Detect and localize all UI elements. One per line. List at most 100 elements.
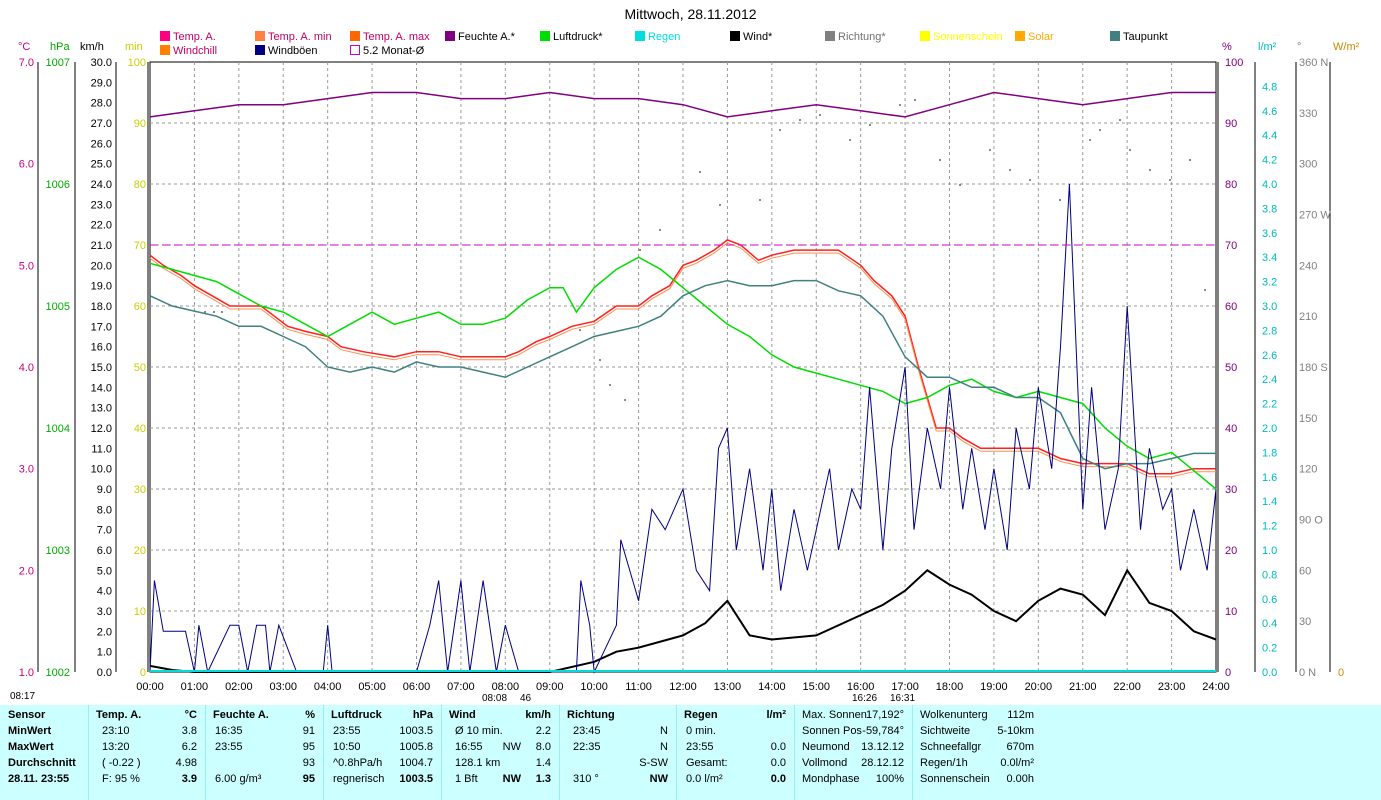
x-tick-label: 16:00 [847,681,875,693]
axis-unit: l/m² [1258,41,1277,53]
tick-label: 1.0 [97,647,112,659]
summary-row: 23:55 0.0 [680,741,790,757]
summary-row: Wolkenunterg 112m [916,709,1038,725]
tick-label: 4.6 [1262,106,1277,118]
summary-cell: 1004.7 [399,757,433,769]
legend-swatch [540,31,550,41]
sun-marker-label: 16:26 [852,693,877,704]
chart-title: Mittwoch, 28.11.2012 [624,6,757,22]
summary-cell: 23:45 [573,725,601,737]
direction-dot [221,311,223,313]
tick-label: 60 [1299,565,1311,577]
wind-column: Wind km/h Ø 10 min. 2.2 16:55 NW 8.0 128.1 km 1.… [441,705,560,800]
legend-label: Windchill [173,45,218,57]
legend-label: Taupunkt [1123,31,1168,43]
tick-label: 3.0 [19,464,34,476]
summary-cell: 91 [302,725,315,737]
tick-label: 1.0 [19,667,34,679]
summary-cell: Neumond [802,741,850,753]
summary-cell: N [660,741,668,753]
summary-cell: NW [502,741,521,753]
direction-dot [959,184,961,186]
summary-row: 128.1 km 1.4 [445,757,555,773]
tick-label: 20 [134,545,146,557]
tick-label: 40 [1225,423,1237,435]
tick-label: 28.0 [91,98,112,110]
summary-row: Gesamt: 0.0 [680,757,790,773]
legend-label: Sonnenschein [933,31,1003,43]
tick-label: 240 [1299,260,1317,272]
x-tick-label: 20:00 [1025,681,1053,693]
direction-dot [599,359,601,361]
tick-label: 0 [140,667,146,679]
tick-label: 3.6 [1262,228,1277,240]
series-line [149,242,1216,478]
legend-entry: Sonnenschein [920,31,1003,43]
summary-cell: 5-10km [997,725,1034,737]
summary-cell: Durchschnitt [8,757,76,769]
summary-row: 13:20 6.2 [92,741,201,757]
summary-row: 93 [209,757,319,773]
tick-label: 180 S [1299,362,1328,374]
tick-label: 50 [134,362,146,374]
series-line [149,256,1217,490]
direction-dot [1089,139,1091,141]
tick-label: 270 W [1299,210,1331,222]
direction-dot [939,159,941,161]
tick-label: 27.0 [91,118,112,130]
x-tick-label: 09:00 [536,681,564,693]
summary-cell: MinWert [8,725,52,737]
tick-label: 40 [134,423,146,435]
summary-cell: 16:55 [455,741,483,753]
direction-dot [899,104,901,106]
summary-cell: l/m² [766,709,786,721]
summary-cell: 2.2 [535,725,551,737]
summary-cell: % [305,709,315,721]
tick-label: 1005 [46,301,70,313]
tick-label: 4.8 [1262,81,1277,93]
summary-row: 6.00 g/m³ 95 [209,773,319,789]
tick-label: 26.0 [91,138,112,150]
direction-dot [639,249,641,251]
summary-cell: Wolkenunterg [920,709,988,721]
tick-label: 80 [1225,179,1237,191]
legend-entry: 5.2 Monat-Ø [350,45,424,57]
legend-entry: Regen [635,31,680,43]
x-tick-label: 22:00 [1113,681,1141,693]
summary-cell: Luftdruck [331,709,382,721]
tick-label: 90 [134,118,146,130]
x-tick-label: 24:00 [1202,681,1230,693]
direction-dot [1059,199,1061,201]
legend-entry: Taupunkt [1110,31,1168,43]
summary-row: Regen l/m² [680,709,790,725]
tick-label: 80 [134,179,146,191]
legend-swatch [1110,31,1120,41]
tick-label: 3.4 [1262,252,1277,264]
summary-row: Regen/1h 0.0l/m² [916,757,1038,773]
tick-label: 70 [1225,240,1237,252]
tick-label: 60 [1225,301,1237,313]
x-tick-label: 11:00 [625,681,652,693]
tick-label: 300 [1299,159,1317,171]
tick-label: 1.8 [1262,447,1277,459]
x-tick-label: 10:00 [580,681,608,693]
tick-label: 100 [1225,57,1243,69]
summary-cell: Gesamt: [686,757,728,769]
x-tick-label: 18:00 [936,681,964,693]
summary-row: Sonnen Pos -59,784° [798,725,908,741]
tick-label: 70 [134,240,146,252]
summary-row: 0.0 l/m² 0.0 [680,773,790,789]
tick-label: 2.8 [1262,325,1277,337]
summary-row: Luftdruck hPa [327,709,437,725]
summary-cell: 13:20 [102,741,130,753]
summary-cell: 0.0 [770,773,786,785]
x-tick-label: 04:00 [314,681,342,693]
summary-row: F: 95 % 3.9 [92,773,201,789]
x-tick-label: 07:00 [447,681,475,693]
summary-cell: NW [649,773,668,785]
legend-label: Luftdruck* [553,31,603,43]
tick-label: 8.0 [97,504,112,516]
tick-label: 10.0 [91,464,112,476]
summary-row: Richtung [563,709,672,725]
tick-label: 5.0 [97,565,112,577]
